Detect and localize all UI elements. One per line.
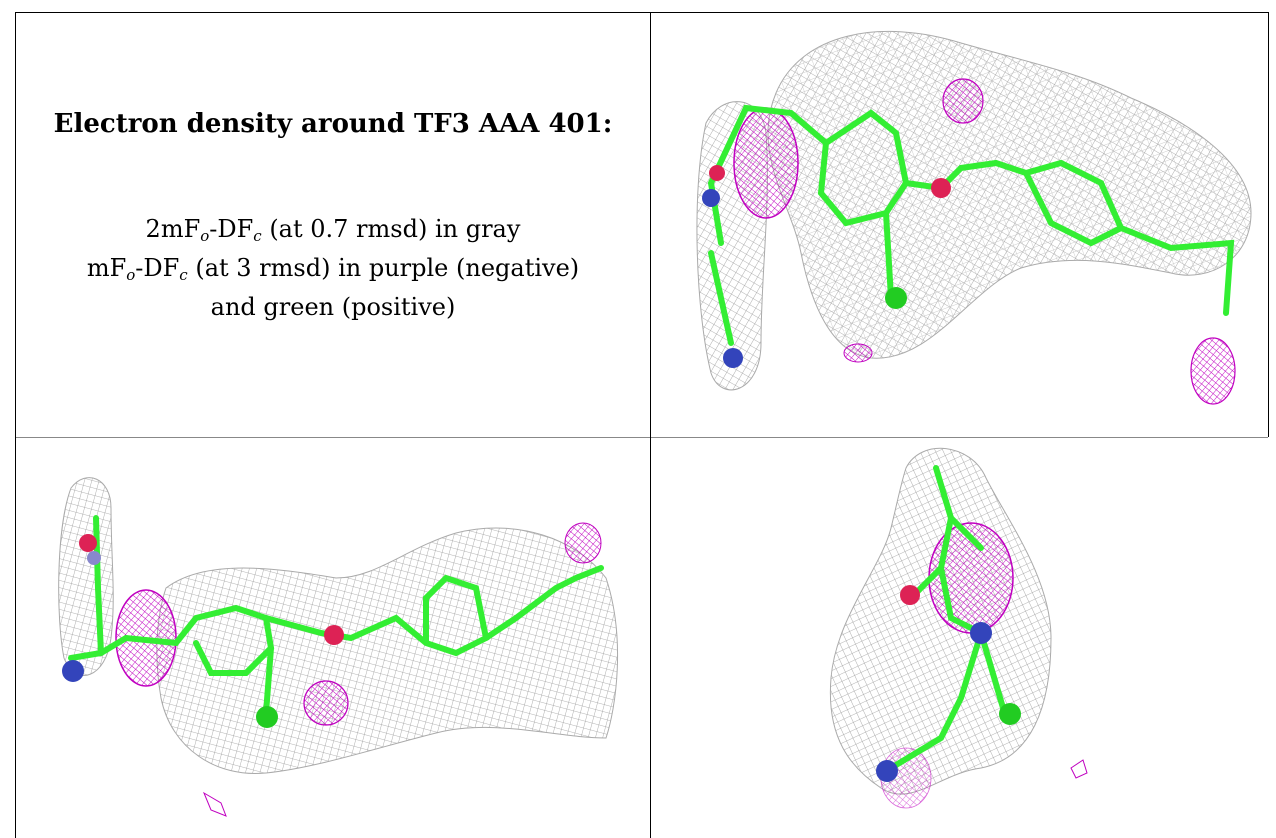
legend-text: (at 3 rmsd) in purple (negative): [188, 254, 579, 282]
legend-line-mfo: mFo-DFc (at 3 rmsd) in purple (negative): [16, 252, 650, 291]
oxygen-atom: [931, 178, 951, 198]
density-image-3: [651, 438, 1268, 838]
legend-line-2mfo: 2mFo-DFc (at 0.7 rmsd) in gray: [16, 213, 650, 252]
table-right-border: [1268, 12, 1269, 437]
nitrogen-atom: [876, 760, 898, 782]
legend-text: mF: [87, 254, 126, 282]
nitrogen-atom: [62, 660, 84, 682]
density-mesh: [830, 448, 1051, 794]
density-view-bottom-right: [651, 438, 1268, 838]
chlorine-atom: [885, 287, 907, 309]
caption-legend: 2mFo-DFc (at 0.7 rmsd) in gray mFo-DFc (…: [16, 213, 650, 323]
legend-text: -DF: [209, 215, 253, 243]
legend-text: 2mF: [146, 215, 201, 243]
legend-text: -DF: [135, 254, 179, 282]
oxygen-atom: [79, 534, 97, 552]
legend-sub: c: [179, 266, 187, 284]
oxygen-atom: [709, 165, 725, 181]
legend-text: (at 0.7 rmsd) in gray: [262, 215, 521, 243]
legend-sub: o: [126, 266, 135, 284]
oxygen-atom: [324, 625, 344, 645]
legend-line-3: and green (positive): [16, 291, 650, 323]
caption-cell: Electron density around TF3 AAA 401: 2mF…: [16, 13, 650, 437]
chlorine-atom: [999, 703, 1021, 725]
density-image-2: [16, 438, 650, 838]
nitrogen-atom: [723, 348, 743, 368]
density-view-top-right: [651, 13, 1268, 437]
legend-sub: c: [253, 227, 261, 245]
density-view-bottom-left: [16, 438, 650, 838]
caption-title: Electron density around TF3 AAA 401:: [16, 109, 650, 139]
nitrogen-atom: [87, 551, 101, 565]
nitrogen-atom: [970, 622, 992, 644]
chlorine-atom: [256, 706, 278, 728]
nitrogen-atom: [702, 189, 720, 207]
density-image-1: [651, 13, 1268, 437]
legend-sub: o: [200, 227, 209, 245]
oxygen-atom: [900, 585, 920, 605]
